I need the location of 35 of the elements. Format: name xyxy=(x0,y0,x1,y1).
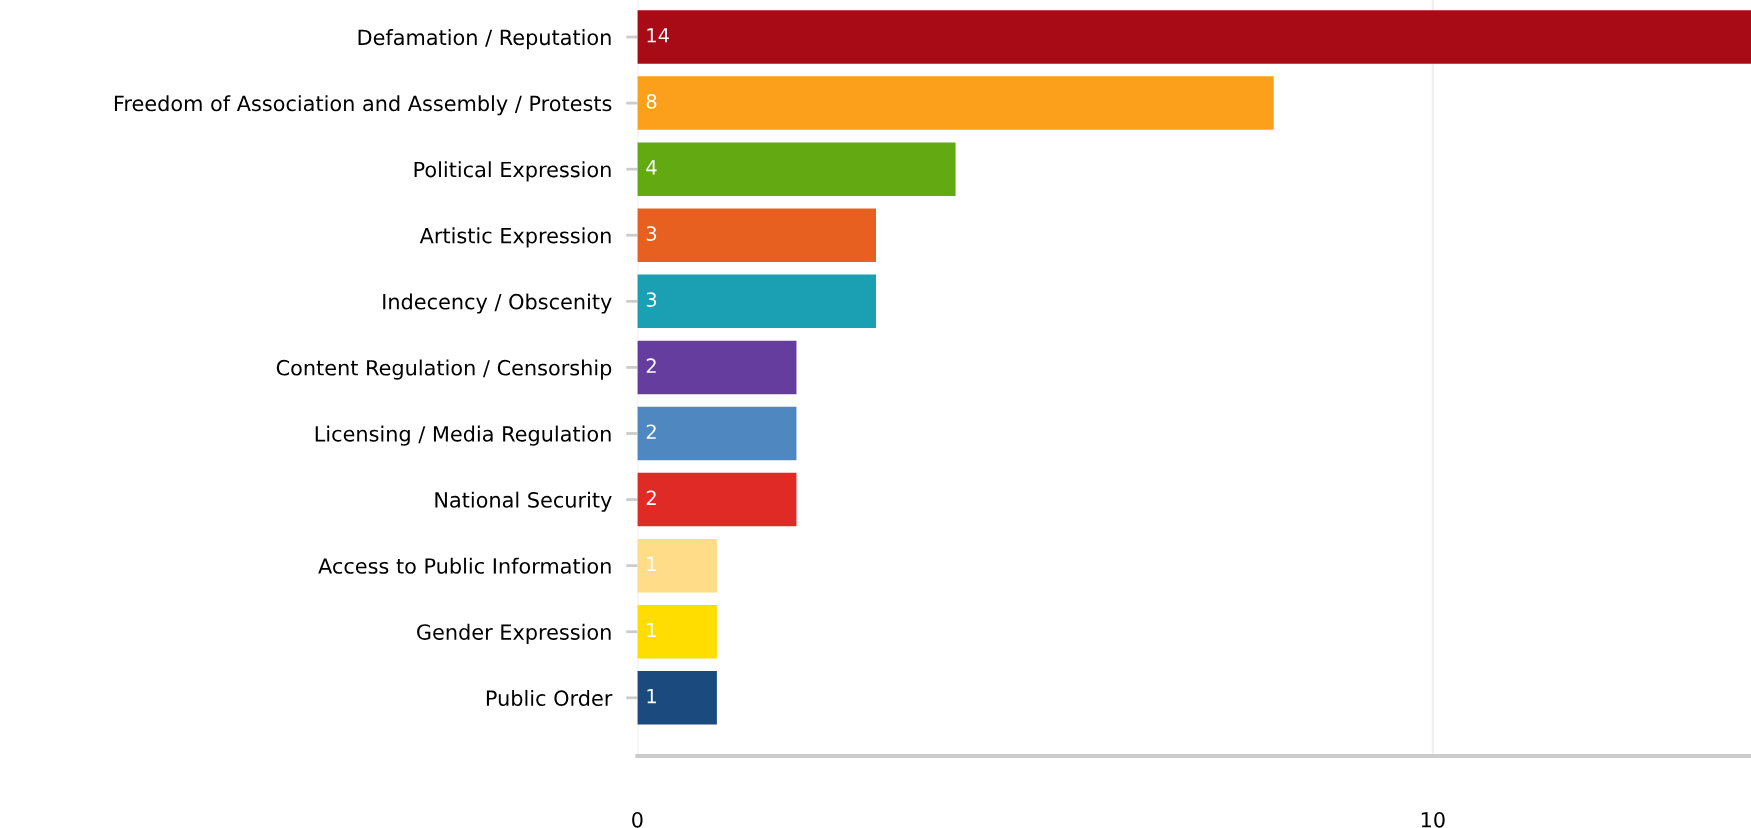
data-label: 4 xyxy=(646,160,657,175)
data-label: 2 xyxy=(646,490,656,505)
y-tick-label: Licensing / Media Regulation xyxy=(315,425,611,446)
y-tick-label: Freedom of Association and Assembly / Protests xyxy=(114,95,612,116)
bar xyxy=(637,10,1751,64)
bar xyxy=(637,142,956,196)
bar xyxy=(637,406,797,461)
bar xyxy=(637,472,797,527)
data-label: 1 xyxy=(647,556,656,572)
data-label: 3 xyxy=(646,226,657,241)
y-tick-label: Public Order xyxy=(486,689,613,707)
y-tick-label: Artistic Expression xyxy=(419,227,611,248)
data-label: 2 xyxy=(646,424,656,439)
data-label: 1 xyxy=(647,689,656,704)
bar xyxy=(637,604,717,659)
bar xyxy=(637,340,797,395)
y-tick-label: Access to Public Information xyxy=(318,557,611,574)
bar xyxy=(637,274,876,329)
data-label: 8 xyxy=(646,94,657,109)
bar xyxy=(637,208,876,263)
bar xyxy=(637,76,1274,130)
x-tick-label: 10 xyxy=(1421,811,1445,828)
data-label: 2 xyxy=(646,358,656,373)
y-tick-label: Defamation / Reputation xyxy=(358,29,611,50)
y-tick-label: Indecency / Obscenity xyxy=(383,293,612,314)
data-label: 1 xyxy=(647,622,656,638)
y-tick-label: Content Regulation / Censorship xyxy=(276,359,612,380)
x-tick-label: 0 xyxy=(632,811,643,828)
data-label: 3 xyxy=(646,292,657,307)
y-tick-label: National Security xyxy=(435,491,612,512)
data-label: 14 xyxy=(647,28,669,43)
y-tick-label: Political Expression xyxy=(414,161,611,182)
bar xyxy=(637,671,717,725)
bar xyxy=(637,538,717,593)
y-tick-label: Gender Expression xyxy=(417,623,611,644)
